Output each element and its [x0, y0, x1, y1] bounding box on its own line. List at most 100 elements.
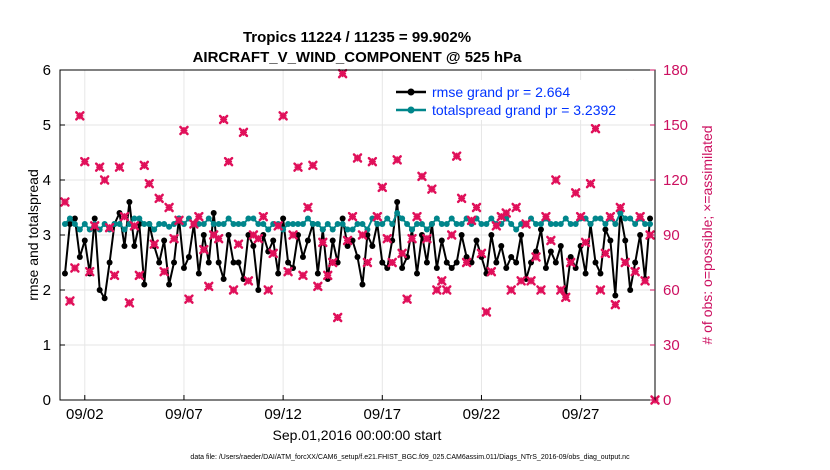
rmse-point — [314, 270, 321, 277]
obs-count-point — [516, 276, 526, 286]
obs-count-point — [486, 266, 497, 277]
obs-count-point — [437, 276, 447, 286]
y-left-tick-label: 0 — [43, 392, 51, 409]
totalspread-point — [314, 221, 321, 227]
obs-count-point — [273, 221, 283, 231]
rmse-point — [235, 259, 242, 266]
y-axis-left-label: rmse and totalspread — [25, 169, 41, 301]
y-left-tick-label: 4 — [43, 172, 51, 189]
totalspread-point — [379, 221, 386, 227]
x-axis: 09/02 09/07 09/12 09/17 09/22 09/27 — [66, 395, 599, 423]
totalspread-point — [290, 221, 297, 227]
totalspread-point — [567, 221, 574, 227]
rmse-point — [612, 292, 619, 299]
obs-count-point — [615, 202, 626, 213]
obs-count-point — [134, 270, 145, 281]
totalspread-point — [404, 221, 411, 227]
totalspread-point — [572, 221, 579, 227]
obs-count-point — [407, 233, 417, 244]
obs-count-point — [288, 230, 298, 240]
totalspread-point — [557, 221, 564, 227]
totalspread-point — [131, 215, 138, 222]
totalspread-point — [587, 221, 594, 227]
rmse-point — [121, 243, 128, 249]
obs-count-point — [179, 125, 189, 136]
rmse-point — [438, 237, 445, 244]
rmse-point — [185, 254, 192, 260]
rmse-point — [518, 232, 525, 238]
obs-count-point — [99, 175, 110, 185]
rmse-point — [488, 232, 495, 238]
totalspread-point — [602, 221, 609, 227]
rmse-point — [76, 254, 83, 260]
obs-count-point — [610, 299, 621, 310]
rmse-point — [66, 221, 73, 227]
x-tick-label: 09/17 — [364, 406, 402, 423]
obs-count-point — [526, 276, 536, 286]
obs-count-point — [124, 298, 135, 308]
y-right-tick-label: 120 — [663, 172, 688, 189]
y-left-tick-label: 1 — [43, 337, 51, 354]
totalspread-point — [334, 221, 341, 227]
totalspread-point — [285, 221, 292, 227]
totalspread-point — [384, 215, 391, 222]
obs-count-point — [392, 155, 402, 165]
obs-count-point — [104, 222, 115, 233]
rmse-point — [215, 259, 222, 266]
totalspread-point — [215, 221, 222, 227]
totalspread-point — [428, 221, 435, 227]
obs-count-point — [590, 123, 601, 134]
rmse-point — [632, 259, 639, 266]
obs-count-point — [70, 263, 80, 273]
totalspread-point — [166, 223, 173, 230]
rmse-point — [180, 265, 187, 271]
totalspread-point — [642, 221, 649, 227]
obs-count-point — [352, 153, 363, 163]
totalspread-point — [409, 226, 416, 233]
rmse-point — [81, 237, 88, 244]
rmse-point — [166, 281, 173, 288]
obs-count-point — [283, 266, 293, 277]
totalspread-point — [389, 221, 396, 227]
rmse-point — [106, 259, 113, 266]
rmse-point — [508, 254, 515, 260]
totalspread-point — [513, 226, 520, 233]
totalspread-point — [547, 221, 554, 227]
rmse-point — [270, 237, 277, 244]
rmse-point — [230, 259, 237, 266]
totalspread-point — [141, 221, 148, 227]
obs-count-point — [189, 219, 199, 229]
totalspread-point — [255, 221, 262, 227]
totalspread-point — [76, 226, 83, 233]
obs-count-point — [605, 211, 616, 222]
y-left-tick-label: 3 — [43, 227, 51, 244]
obs-count-point — [432, 285, 442, 295]
obs-count-point — [129, 221, 140, 231]
totalspread-point — [647, 221, 654, 227]
y-right-tick-label: 180 — [663, 62, 688, 79]
totalspread-point — [414, 221, 420, 227]
y-right-tick-label: 150 — [663, 117, 688, 134]
totalspread-point — [612, 221, 619, 227]
obs-count-point — [313, 281, 323, 292]
totalspread-point — [453, 221, 460, 227]
obs-count-point — [218, 114, 229, 125]
totalspread-point — [443, 221, 450, 227]
rmse-point — [533, 248, 539, 255]
rmse-point — [295, 232, 301, 238]
obs-count-point — [337, 68, 348, 79]
obs-count-point — [585, 178, 596, 189]
obs-count-point — [65, 296, 75, 306]
totalspread-point — [151, 226, 158, 233]
totalspread-point — [299, 221, 306, 227]
y-axis-left: 0 1 2 3 4 5 6 — [43, 62, 65, 409]
totalspread-point — [339, 221, 346, 227]
rmse-point — [552, 259, 559, 266]
totalspread-point — [374, 221, 381, 227]
obs-count-point — [164, 202, 174, 213]
rmse-point — [255, 287, 262, 293]
obs-count-point — [199, 244, 209, 255]
rmse-point — [250, 243, 257, 249]
rmse-point — [210, 210, 217, 216]
totalspread-point — [295, 221, 301, 227]
